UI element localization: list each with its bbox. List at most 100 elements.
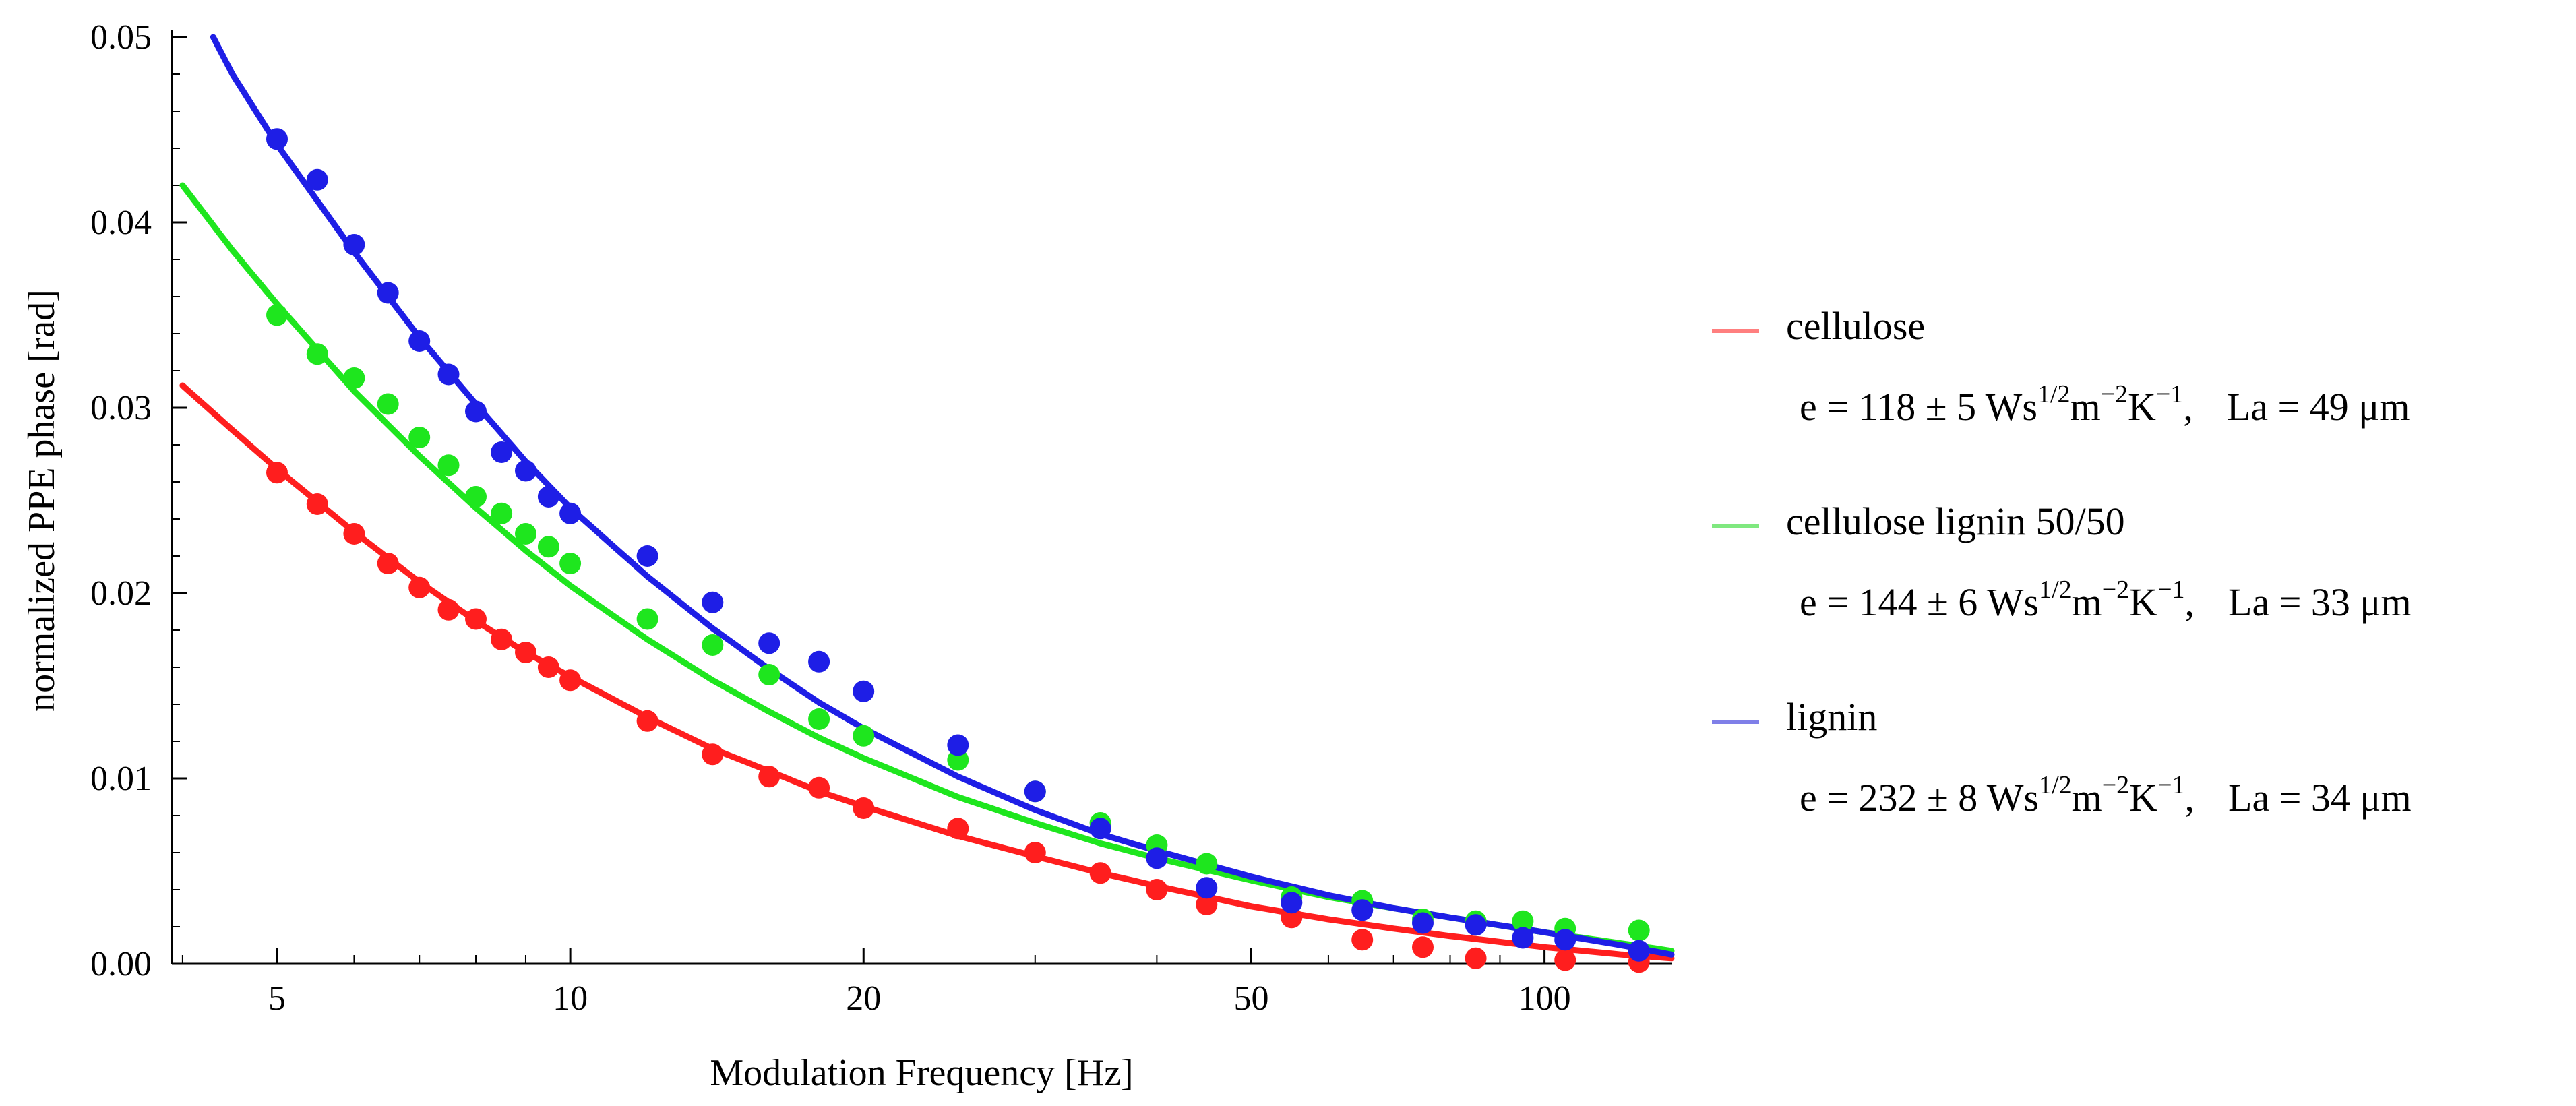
- data-point-1: [853, 725, 875, 747]
- data-points: [266, 128, 1650, 973]
- y-axis-title: normalized PPE phase [rad]: [21, 289, 63, 712]
- data-point-0: [537, 656, 559, 678]
- x-tick-label: 10: [553, 979, 588, 1018]
- y-tick-label: 0.00: [90, 945, 152, 983]
- legend-swatch-cellulose-lignin: [1712, 524, 1759, 528]
- legend-swatch-cellulose: [1712, 329, 1759, 333]
- data-point-1: [947, 749, 969, 771]
- legend-label-cellulose: cellulose: [1786, 304, 1926, 348]
- y-tick-label: 0.01: [90, 760, 152, 798]
- data-point-1: [491, 502, 513, 524]
- data-point-2: [1554, 929, 1576, 951]
- fit-curves: [179, 34, 1675, 962]
- data-point-0: [515, 642, 536, 663]
- data-point-0: [1146, 879, 1168, 900]
- data-point-0: [702, 743, 724, 766]
- data-point-1: [306, 343, 328, 365]
- data-point-2: [758, 632, 780, 654]
- data-point-0: [1351, 929, 1374, 951]
- eq-base: e = 118 ± 5 Ws: [1800, 385, 2037, 429]
- data-point-2: [1146, 847, 1168, 869]
- eq-mid: m: [2070, 385, 2101, 429]
- data-point-0: [1281, 907, 1303, 929]
- eq-exp1: 1/2: [2039, 576, 2072, 604]
- data-point-1: [702, 634, 724, 656]
- data-point-2: [465, 400, 487, 423]
- legend-equation-lignin: e = 232 ± 8 Ws1/2m−2K−1, La = 34 μm: [1800, 772, 2412, 820]
- eq-exp3: −1: [2157, 576, 2185, 604]
- data-point-1: [758, 664, 780, 685]
- eq-base: e = 232 ± 8 Ws: [1800, 776, 2040, 820]
- x-tick-label: 20: [846, 979, 881, 1018]
- eq-exp2: −2: [2102, 771, 2130, 799]
- data-point-1: [1196, 853, 1218, 875]
- data-point-0: [306, 493, 328, 515]
- eq-tail: ,: [2183, 385, 2193, 429]
- x-tick-label: 50: [1233, 979, 1268, 1018]
- data-point-2: [1628, 940, 1650, 962]
- y-tick-label: 0.03: [90, 389, 152, 427]
- legend-swatch-lignin: [1712, 720, 1759, 724]
- eq-tail: ,: [2184, 776, 2195, 820]
- data-point-2: [1089, 818, 1111, 840]
- x-tick-label: 5: [268, 979, 286, 1018]
- data-point-2: [559, 502, 582, 524]
- data-point-2: [1024, 780, 1046, 803]
- data-point-0: [559, 669, 582, 692]
- eq-exp1: 1/2: [2037, 380, 2071, 408]
- data-point-0: [437, 598, 460, 621]
- data-point-0: [853, 797, 875, 819]
- data-point-0: [465, 608, 487, 630]
- data-point-1: [1628, 919, 1650, 942]
- eq-mid2: K: [2129, 776, 2158, 820]
- data-point-1: [343, 367, 365, 389]
- eq-exp1: 1/2: [2039, 771, 2072, 799]
- data-point-2: [491, 441, 513, 463]
- data-point-2: [408, 330, 431, 352]
- data-point-0: [1089, 862, 1111, 884]
- data-point-2: [1465, 914, 1487, 936]
- data-point-2: [377, 282, 399, 304]
- data-point-1: [559, 553, 582, 574]
- eq-mid2: K: [2128, 385, 2156, 429]
- data-point-0: [1024, 842, 1046, 863]
- data-point-2: [515, 460, 536, 482]
- data-point-0: [1412, 936, 1434, 958]
- eq-la: La = 33 μm: [2228, 580, 2412, 624]
- data-point-2: [1196, 877, 1218, 899]
- x-axis-title: Modulation Frequency [Hz]: [710, 1052, 1133, 1094]
- data-point-1: [266, 304, 288, 326]
- eq-la: La = 49 μm: [2226, 385, 2410, 429]
- data-point-2: [306, 168, 328, 191]
- y-tick-label: 0.05: [90, 18, 152, 57]
- data-point-2: [1351, 899, 1374, 921]
- data-point-2: [853, 680, 875, 702]
- y-tick-label: 0.02: [90, 574, 152, 613]
- data-point-2: [947, 734, 969, 756]
- legend-label-cellulose-lignin: cellulose lignin 50/50: [1786, 499, 2125, 543]
- data-point-2: [1281, 892, 1303, 914]
- eq-exp2: −2: [2100, 380, 2128, 408]
- data-point-1: [537, 536, 559, 558]
- fit-curve-2: [210, 34, 1675, 958]
- legend-label-lignin: lignin: [1786, 695, 1878, 739]
- data-point-0: [758, 766, 780, 788]
- eq-mid: m: [2071, 776, 2102, 820]
- data-point-0: [1196, 894, 1218, 915]
- data-point-2: [343, 234, 365, 255]
- data-point-2: [537, 486, 559, 508]
- data-point-0: [808, 776, 830, 799]
- data-point-1: [437, 454, 460, 477]
- data-point-0: [636, 710, 658, 732]
- data-point-0: [266, 462, 288, 484]
- data-point-2: [808, 650, 830, 673]
- eq-exp2: −2: [2102, 576, 2130, 604]
- data-point-0: [343, 523, 365, 545]
- data-point-1: [808, 708, 830, 730]
- data-point-1: [515, 523, 536, 545]
- data-point-0: [1554, 949, 1576, 971]
- axes: 0.00 0.01 0.02 0.03 0.04 0.05 5 10 20 50 100: [90, 18, 1672, 1018]
- data-point-2: [1412, 912, 1434, 934]
- data-point-0: [1465, 947, 1487, 969]
